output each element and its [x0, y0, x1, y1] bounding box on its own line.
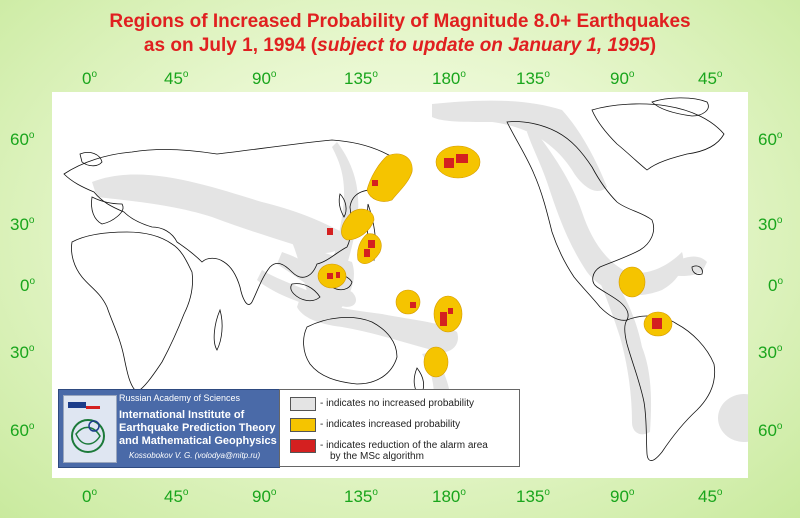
- top-tick-lon-135: 135o: [344, 69, 378, 88]
- title-line-1: Regions of Increased Probability of Magn…: [109, 11, 691, 32]
- bottom-tick-lon-90w: 90o: [610, 487, 635, 506]
- bottom-tick-lon-90: 90o: [252, 487, 277, 506]
- legend-label: - indicates reduction of the alarm area: [320, 440, 488, 451]
- left-tick-lat-60s: 60o: [10, 421, 35, 440]
- top-tick-lon-45: 45o: [164, 69, 189, 88]
- institute-name-line-1: International Institute of: [119, 409, 245, 421]
- reduced-alarm-areas: [327, 154, 662, 329]
- institute-box: Russian Academy of Sciences Internationa…: [58, 389, 280, 468]
- title-update-note: subject to update on January 1, 1995: [317, 35, 650, 56]
- institute-name-line-3: and Mathematical Geophysics: [119, 435, 277, 447]
- top-tick-lon-0: 0o: [82, 69, 98, 88]
- top-tick-lon-90w: 90o: [610, 69, 635, 88]
- globe-logo-icon: [68, 402, 105, 453]
- author-credit: Kossobokov V. G. (volodya@mitp.ru): [129, 451, 261, 460]
- left-tick-lat-30s: 30o: [10, 343, 35, 362]
- top-tick-lon-90: 90o: [252, 69, 277, 88]
- right-tick-lat-30n: 30o: [758, 215, 783, 234]
- left-tick-lat-30n: 30o: [10, 215, 35, 234]
- bottom-tick-lon-45w: 45o: [698, 487, 723, 506]
- right-tick-lat-0: 0o: [768, 276, 784, 295]
- top-tick-lon-135w: 135o: [516, 69, 550, 88]
- legend-label-continued: by the MSc algorithm: [330, 451, 424, 462]
- left-tick-lat-60n: 60o: [10, 130, 35, 149]
- legend-swatch-grey: [290, 397, 316, 411]
- coastlines: [63, 97, 725, 461]
- bottom-tick-lon-135w: 135o: [516, 487, 550, 506]
- right-tick-lat-60s: 60o: [758, 421, 783, 440]
- bottom-tick-lon-135: 135o: [344, 487, 378, 506]
- legend-swatch-red: [290, 439, 316, 453]
- academy-name: Russian Academy of Sciences: [119, 393, 241, 403]
- top-tick-lon-45w: 45o: [698, 69, 723, 88]
- institute-name-line-2: Earthquake Prediction Theory: [119, 422, 276, 434]
- right-tick-lat-30s: 30o: [758, 343, 783, 362]
- bottom-tick-lon-180: 180o: [432, 487, 466, 506]
- bottom-tick-lon-45: 45o: [164, 487, 189, 506]
- increased-probability-zones: [317, 145, 673, 378]
- world-map: [52, 92, 748, 478]
- legend-label: - indicates no increased probability: [320, 398, 474, 409]
- title-line-2: as on July 1, 1994 (subject to update on…: [0, 34, 800, 58]
- top-tick-lon-180: 180o: [432, 69, 466, 88]
- map-title: Regions of Increased Probability of Magn…: [0, 10, 800, 58]
- institute-logo: [63, 395, 117, 463]
- map-legend: - indicates no increased probability - i…: [279, 389, 520, 467]
- bottom-tick-lon-0: 0o: [82, 487, 98, 506]
- left-tick-lat-0: 0o: [20, 276, 36, 295]
- title-close-paren: ): [649, 35, 657, 56]
- legend-label: - indicates increased probability: [320, 419, 461, 430]
- right-tick-lat-60n: 60o: [758, 130, 783, 149]
- legend-swatch-yellow: [290, 418, 316, 432]
- title-date: as on July 1, 1994 (: [143, 35, 318, 56]
